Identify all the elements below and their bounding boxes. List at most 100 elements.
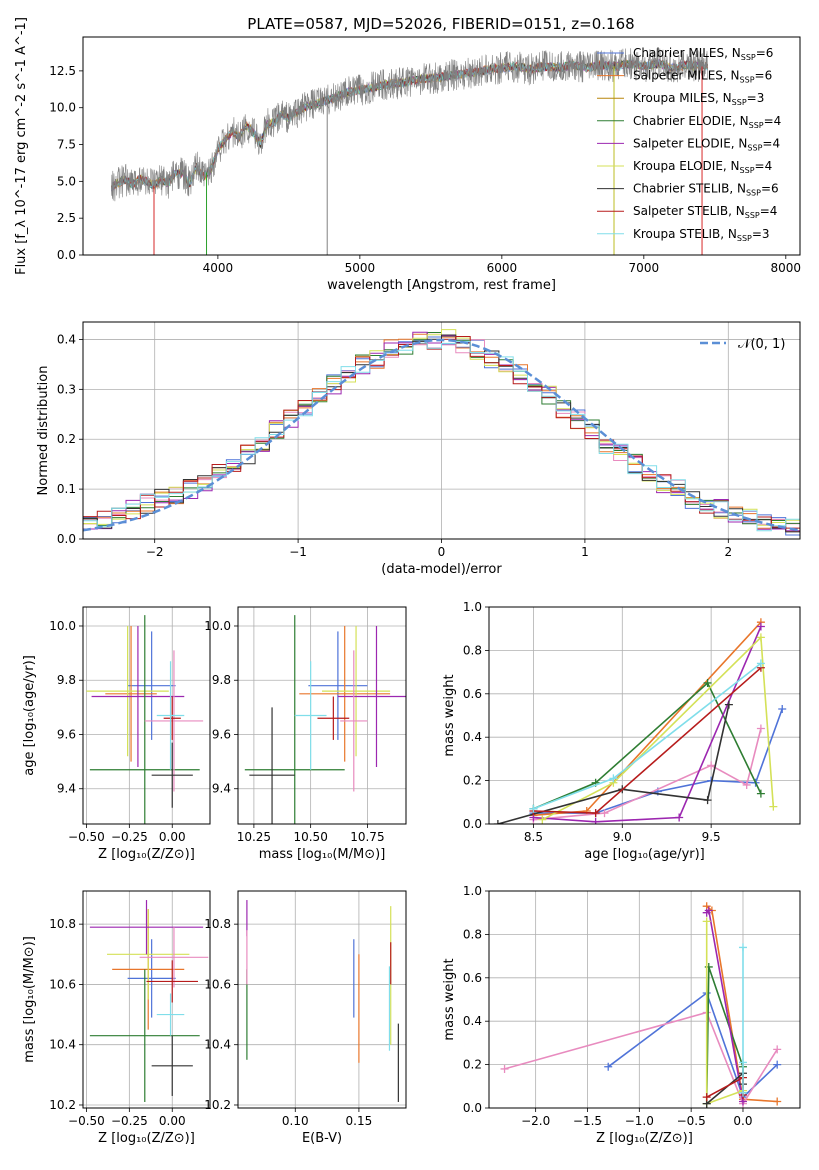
x-tick-label: 0 bbox=[438, 545, 446, 559]
x-tick-label: −0.50 bbox=[68, 1114, 105, 1128]
y-tick-label: 0.0 bbox=[57, 532, 76, 546]
spectrum-panel: 4000 5000 6000 7000 8000 0.0 2.5 5.0 7.5 10.0 12.5… bbox=[14, 17, 801, 293]
mass-weight-vs-Z-plot-area bbox=[489, 891, 800, 1108]
y-tick-label: 7.5 bbox=[57, 138, 76, 152]
legend-entry: Kroupa STELIB, NSSP=3 bbox=[633, 227, 770, 243]
mass-vs-Z-plot-area bbox=[83, 891, 210, 1108]
age-vs-Z-x-axis-label: Z [log₁₀(Z/Z⊙)] bbox=[98, 847, 195, 862]
legend-entry: Salpeter ELODIE, NSSP=4 bbox=[633, 136, 780, 152]
x-tick-label: 9.5 bbox=[702, 830, 721, 844]
mass-weight-marker bbox=[742, 780, 751, 789]
x-tick-label: 7000 bbox=[629, 261, 660, 275]
y-tick-label: 2.5 bbox=[57, 211, 76, 225]
mass-weight-marker bbox=[773, 1097, 782, 1106]
y-tick-label: 0.3 bbox=[57, 382, 76, 396]
legend-entry: Salpeter STELIB, NSSP=4 bbox=[633, 204, 777, 220]
legend-entry: Kroupa ELODIE, NSSP=4 bbox=[633, 159, 772, 175]
y-tick-label: 0.4 bbox=[463, 1014, 482, 1028]
y-tick-label: 10.4 bbox=[49, 1038, 76, 1052]
y-tick-label: 10.0 bbox=[204, 619, 231, 633]
x-tick-label: 0.10 bbox=[282, 1114, 309, 1128]
axes-frame bbox=[82, 890, 211, 1109]
mass-weight-line bbox=[504, 1011, 778, 1106]
x-tick-label: −0.25 bbox=[111, 830, 148, 844]
x-tick-label: −0.25 bbox=[111, 1114, 148, 1128]
normal-reference-curve bbox=[83, 338, 800, 532]
mass-weight-marker bbox=[756, 659, 765, 668]
legend-entry: 𝒩(0, 1) bbox=[738, 337, 785, 352]
legend-subscript: SSP bbox=[741, 53, 756, 62]
axes-frame bbox=[488, 606, 801, 825]
axes-frame bbox=[237, 890, 407, 1109]
mass-weight-marker bbox=[756, 724, 765, 733]
y-tick-label: 1.0 bbox=[463, 600, 482, 614]
mass-weight-marker bbox=[591, 817, 600, 824]
mass-vs-Z-y-axis-label: mass [log₁₀(M/M⊙)] bbox=[22, 936, 37, 1063]
legend-suffix: =3 bbox=[752, 227, 770, 241]
y-tick-label: 10.6 bbox=[49, 977, 76, 991]
x-tick-label: 8000 bbox=[771, 261, 802, 275]
residuals-y-axis-label: Normed distribution bbox=[36, 366, 51, 496]
x-tick-label: 6000 bbox=[487, 261, 518, 275]
data-spectrum-line bbox=[111, 47, 708, 202]
mass-weight-marker bbox=[769, 802, 778, 811]
mass-vs-Z-panel: −0.50 −0.25 0.00 10.2 10.4 10.6 10.8 Z [log₁₀(Z… bbox=[22, 890, 211, 1146]
legend-suffix: =4 bbox=[760, 204, 778, 218]
x-tick-label: 8.5 bbox=[524, 830, 543, 844]
legend-label: Kroupa STELIB, N bbox=[633, 227, 737, 241]
mass-weight-marker bbox=[756, 789, 765, 798]
mass-weight-line bbox=[497, 704, 730, 824]
legend-suffix: =6 bbox=[756, 46, 774, 60]
legend-label: Chabrier ELODIE, N bbox=[633, 114, 749, 128]
mass-weight-marker bbox=[702, 1093, 711, 1102]
x-tick-label: 0.00 bbox=[159, 830, 186, 844]
y-tick-label: 9.4 bbox=[57, 782, 76, 796]
y-tick-label: 0.0 bbox=[57, 248, 76, 262]
legend-entry: Salpeter MILES, NSSP=6 bbox=[633, 69, 772, 85]
x-tick-label: 10.50 bbox=[293, 830, 327, 844]
legend-label: Chabrier MILES, N bbox=[633, 46, 741, 60]
mass-weight-marker bbox=[756, 622, 765, 631]
legend-suffix: =6 bbox=[755, 69, 773, 83]
figure-title: PLATE=0587, MJD=52026, FIBERID=0151, z=0… bbox=[247, 15, 634, 33]
mass-weight-line bbox=[607, 991, 778, 1099]
y-tick-label: 9.8 bbox=[57, 673, 76, 687]
x-tick-label: 5000 bbox=[345, 261, 376, 275]
x-tick-label: 0.0 bbox=[733, 1114, 752, 1128]
axes-frame bbox=[237, 606, 407, 825]
y-tick-label: 9.8 bbox=[212, 673, 231, 687]
y-tick-label: 5.0 bbox=[57, 174, 76, 188]
y-tick-label: 10.8 bbox=[49, 917, 76, 931]
residual-histogram bbox=[83, 334, 800, 533]
mass-weight-marker bbox=[529, 804, 538, 813]
x-tick-label: −1 bbox=[289, 545, 307, 559]
x-tick-label: 1 bbox=[581, 545, 589, 559]
mass-weight-marker bbox=[600, 809, 609, 818]
legend-subscript: SSP bbox=[740, 166, 755, 175]
mass-weight-marker bbox=[773, 1060, 782, 1069]
axes-frame bbox=[82, 321, 801, 540]
x-tick-label: 0.15 bbox=[346, 1114, 373, 1128]
legend-suffix: =4 bbox=[762, 136, 780, 150]
mass-vs-Z-x-axis-label: Z [log₁₀(Z/Z⊙)] bbox=[98, 1131, 195, 1146]
y-tick-label: 0.8 bbox=[463, 643, 482, 657]
age-vs-Z-plot-area bbox=[83, 607, 210, 824]
y-tick-label: 10.8 bbox=[204, 917, 231, 931]
mass-weight-vs-Z-panel: −2.0 −1.5 −1.0 −0.5 0.0 0.0 0.2 0.4 0.6 0.8 1.0 Z [… bbox=[442, 884, 801, 1146]
y-tick-label: 10.0 bbox=[49, 101, 76, 115]
residuals-x-axis-label: (data-model)/error bbox=[381, 562, 502, 577]
residuals-panel: −2 −1 0 1 2 0.0 0.1 0.2 0.3 0.4 (data-model)/error… bbox=[36, 321, 801, 577]
x-tick-label: 10.75 bbox=[350, 830, 384, 844]
y-tick-label: 0.6 bbox=[463, 687, 482, 701]
legend-suffix: =4 bbox=[764, 114, 782, 128]
mass-weight-marker bbox=[582, 806, 591, 815]
y-tick-label: 0.2 bbox=[57, 432, 76, 446]
x-tick-label: −0.50 bbox=[68, 830, 105, 844]
axes-frame bbox=[82, 36, 801, 256]
mass-weight-vs-age-plot-area bbox=[489, 607, 800, 824]
mass-vs-EBV-panel: 0.10 0.15 10.2 10.4 10.6 10.8 E(B-V) bbox=[204, 890, 407, 1146]
mass-weight-marker bbox=[773, 1045, 782, 1054]
x-tick-label: 9.0 bbox=[613, 830, 632, 844]
legend-suffix: =6 bbox=[761, 182, 779, 196]
